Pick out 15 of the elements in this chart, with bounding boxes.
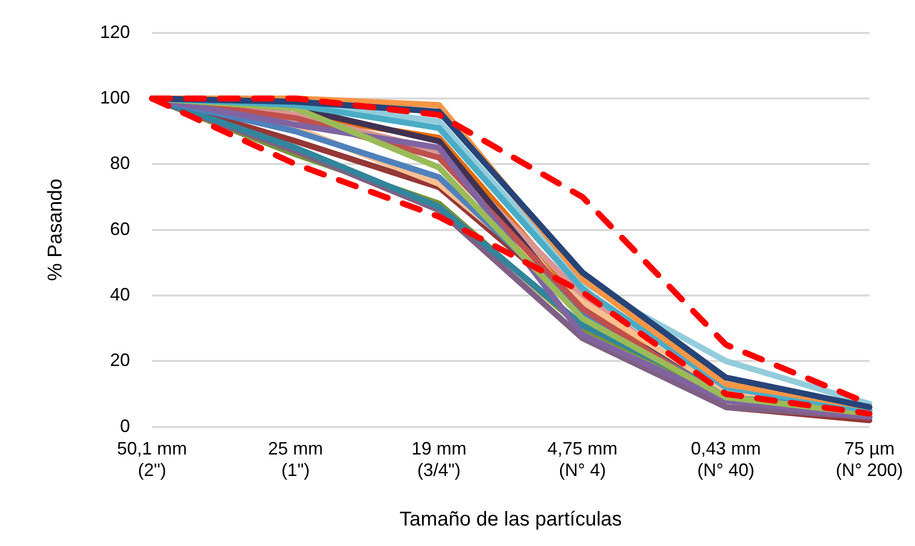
y-tick-label: 40 xyxy=(110,284,130,304)
x-tick-label: 4,75 mm (N° 4) xyxy=(547,438,618,480)
x-tick-label: 0,43 mm (N° 40) xyxy=(690,438,761,480)
y-tick-label: 100 xyxy=(100,87,130,108)
y-tick-label: 80 xyxy=(110,153,130,174)
x-tick-label: 75 µm (N° 200) xyxy=(836,438,903,480)
y-tick-label: 120 xyxy=(100,22,130,42)
x-axis-title: Tamaño de las partículas xyxy=(400,508,622,531)
y-tick-label: 0 xyxy=(120,416,130,436)
x-tick-label: 50,1 mm (2") xyxy=(117,438,188,480)
y-tick-label: 60 xyxy=(110,218,130,239)
y-axis-title: % Pasando xyxy=(44,178,67,281)
y-tick-label: 20 xyxy=(110,350,130,370)
x-tick-label: 19 mm (3/4") xyxy=(411,438,466,480)
x-tick-label: 25 mm (1") xyxy=(268,438,324,480)
